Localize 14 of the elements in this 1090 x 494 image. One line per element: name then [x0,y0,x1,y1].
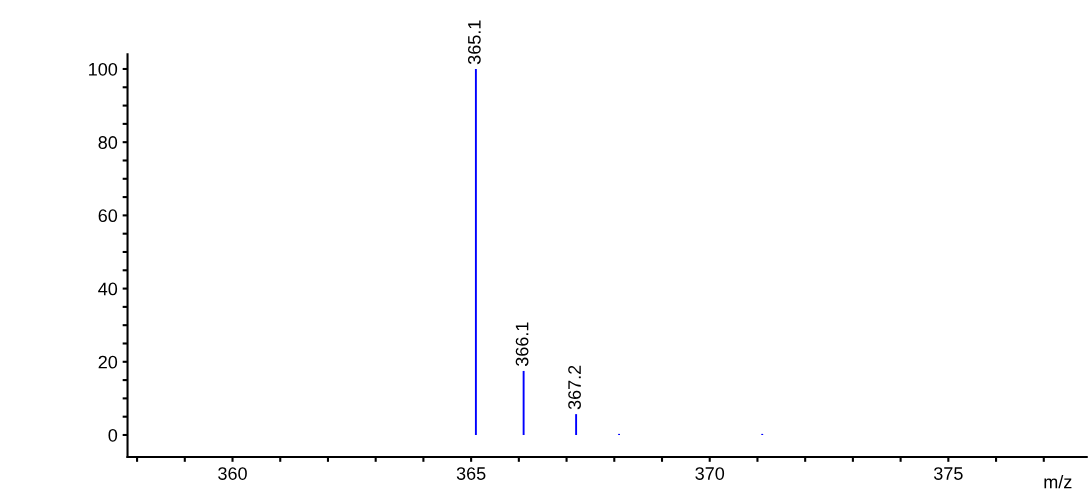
annotation: 366.1 [515,322,529,367]
annotation: 367.2 [568,365,581,410]
y-tick-label: 0 [108,428,118,442]
y-tick-label: 20 [98,355,118,369]
y-tick-label: 100 [89,62,118,76]
x-tick-label: 360 [218,467,247,480]
x-axis-title: m/z [1044,475,1072,489]
annotation: 365.1 [467,20,481,65]
y-tick-label: 40 [98,282,118,296]
x-tick-label: 370 [695,467,725,480]
x-tick-label: 375 [933,467,963,480]
y-tick-label: 60 [98,209,118,223]
x-tick-label: 365 [456,467,486,480]
y-tick-label: 80 [98,136,118,149]
